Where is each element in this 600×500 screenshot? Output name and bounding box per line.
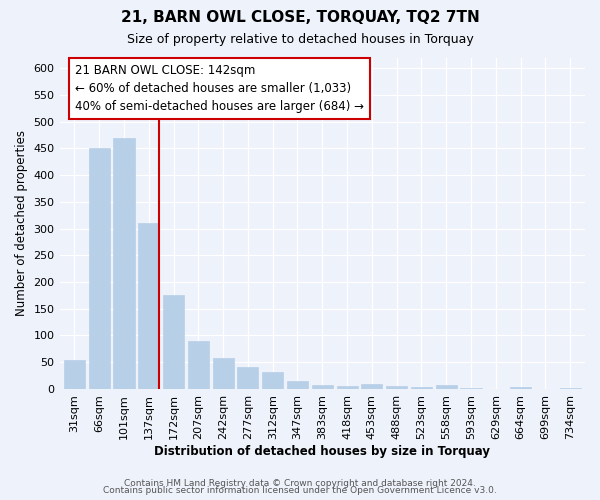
- Bar: [312, 384, 333, 389]
- Text: 21 BARN OWL CLOSE: 142sqm
← 60% of detached houses are smaller (1,033)
40% of se: 21 BARN OWL CLOSE: 142sqm ← 60% of detac…: [76, 64, 364, 113]
- Bar: [163, 296, 184, 389]
- Bar: [287, 381, 308, 389]
- X-axis label: Distribution of detached houses by size in Torquay: Distribution of detached houses by size …: [154, 444, 490, 458]
- Text: Contains public sector information licensed under the Open Government Licence v3: Contains public sector information licen…: [103, 486, 497, 495]
- Bar: [89, 148, 110, 389]
- Bar: [113, 138, 134, 389]
- Bar: [411, 388, 432, 389]
- Bar: [510, 388, 531, 389]
- Bar: [337, 386, 358, 389]
- Bar: [361, 384, 382, 389]
- Bar: [436, 384, 457, 389]
- Bar: [138, 223, 160, 389]
- Bar: [212, 358, 233, 389]
- Bar: [262, 372, 283, 389]
- Y-axis label: Number of detached properties: Number of detached properties: [15, 130, 28, 316]
- Text: 21, BARN OWL CLOSE, TORQUAY, TQ2 7TN: 21, BARN OWL CLOSE, TORQUAY, TQ2 7TN: [121, 10, 479, 25]
- Bar: [560, 388, 581, 389]
- Bar: [188, 341, 209, 389]
- Bar: [64, 360, 85, 389]
- Text: Size of property relative to detached houses in Torquay: Size of property relative to detached ho…: [127, 32, 473, 46]
- Text: Contains HM Land Registry data © Crown copyright and database right 2024.: Contains HM Land Registry data © Crown c…: [124, 478, 476, 488]
- Bar: [460, 388, 482, 389]
- Bar: [386, 386, 407, 389]
- Bar: [238, 366, 259, 389]
